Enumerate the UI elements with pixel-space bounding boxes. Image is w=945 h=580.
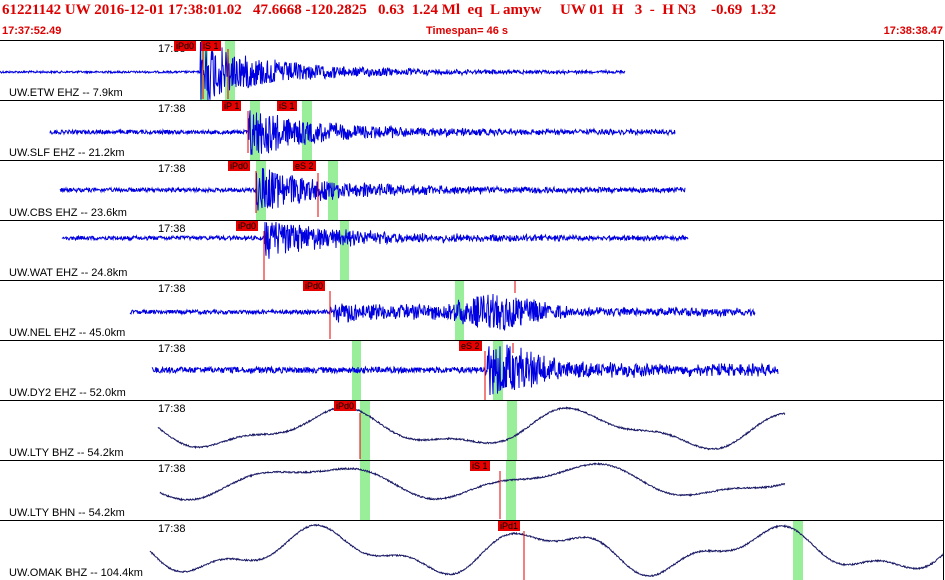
end-time: 17:38:38.47 bbox=[883, 25, 943, 37]
channel-label: UW.LTY BHN -- 54.2km bbox=[9, 507, 125, 519]
event-summary-line: 61221142 UW 2016-12-01 17:38:01.02 47.66… bbox=[2, 2, 777, 18]
waveform-panel-dy2[interactable]: 17:38 UW.DY2 EHZ -- 52.0km eS 2 bbox=[0, 340, 944, 400]
waveform-panel-omak[interactable]: 17:38 UW.OMAK BHZ -- 104.4km iPd1 bbox=[0, 520, 944, 580]
time-window-highlight bbox=[793, 521, 803, 580]
pick-marker[interactable]: iS 1 bbox=[277, 101, 297, 111]
seismic-trace bbox=[157, 405, 786, 451]
pick-marker[interactable]: iS 1 bbox=[201, 41, 221, 51]
waveform-panel-lty-bhz[interactable]: 17:38 UW.LTY BHZ -- 54.2km iPd0 bbox=[0, 400, 944, 460]
seismic-trace bbox=[159, 462, 786, 502]
seismic-trace bbox=[0, 41, 626, 100]
seismic-trace bbox=[149, 523, 943, 578]
channel-label: UW.OMAK BHZ -- 104.4km bbox=[9, 567, 143, 579]
pick-marker[interactable]: iPd1 bbox=[498, 521, 521, 531]
waveform-plot bbox=[157, 401, 786, 460]
time-window-highlight bbox=[225, 41, 235, 100]
start-time: 17:37:52.49 bbox=[2, 25, 62, 37]
time-label: 17:38 bbox=[158, 343, 186, 355]
pick-marker[interactable]: iS 1 bbox=[470, 461, 490, 471]
waveform-plot bbox=[151, 341, 779, 400]
pick-marker[interactable]: iPd0 bbox=[174, 41, 197, 51]
time-window-highlight bbox=[328, 161, 338, 220]
time-window-highlight bbox=[302, 101, 312, 160]
event-header: 61221142 UW 2016-12-01 17:38:01.02 47.66… bbox=[0, 0, 945, 40]
time-window-highlight bbox=[360, 401, 370, 460]
time-label: 17:38 bbox=[158, 403, 186, 415]
pick-marker[interactable]: iPd0 bbox=[228, 161, 251, 171]
time-label: 17:38 bbox=[158, 223, 186, 235]
pick-marker[interactable]: eS 2 bbox=[459, 341, 482, 351]
waveform-panel-etw[interactable]: 17:38 UW.ETW EHZ -- 7.9km iPd0 iS 1 bbox=[0, 40, 944, 100]
channel-label: UW.NEL EHZ -- 45.0km bbox=[9, 327, 126, 339]
waveform-plot bbox=[61, 221, 689, 280]
time-window-highlight bbox=[507, 401, 517, 460]
pick-marker[interactable]: iPd0 bbox=[303, 281, 326, 291]
time-label: 17:38 bbox=[158, 163, 186, 175]
time-label: 17:38 bbox=[158, 523, 186, 535]
waveform-panel-wat[interactable]: 17:38 UW.WAT EHZ -- 24.8km iPd0 bbox=[0, 220, 944, 280]
time-window-highlight bbox=[256, 161, 266, 220]
waveform-panel-nel[interactable]: 17:38 UW.NEL EHZ -- 45.0km iPd0 bbox=[0, 280, 944, 340]
channel-label: UW.DY2 EHZ -- 52.0km bbox=[9, 387, 126, 399]
time-window-highlight bbox=[340, 221, 349, 280]
pick-marker[interactable]: iP 1 bbox=[222, 101, 242, 111]
time-label: 17:38 bbox=[158, 283, 186, 295]
waveform-plot bbox=[149, 521, 943, 580]
channel-label: UW.LTY BHZ -- 54.2km bbox=[9, 447, 124, 459]
seismic-trace bbox=[61, 221, 689, 259]
waveform-panel-cbs[interactable]: 17:38 UW.CBS EHZ -- 23.6km iPd0 eS 2 bbox=[0, 160, 944, 220]
waveform-panel-lty-bhn[interactable]: 17:38 UW.LTY BHN -- 54.2km iS 1 bbox=[0, 460, 944, 520]
timespan-label: Timespan= 46 s bbox=[426, 25, 509, 37]
waveform-plot bbox=[129, 281, 756, 340]
time-window-highlight bbox=[506, 461, 516, 520]
pick-marker[interactable]: iPd0 bbox=[236, 221, 259, 231]
channel-label: UW.ETW EHZ -- 7.9km bbox=[9, 87, 123, 99]
time-label: 17:38 bbox=[158, 103, 186, 115]
seismic-trace bbox=[49, 110, 676, 155]
waveform-plot bbox=[159, 461, 786, 520]
time-window-highlight bbox=[360, 461, 370, 520]
seismic-trace bbox=[129, 293, 756, 331]
pick-marker[interactable]: iPd0 bbox=[334, 401, 357, 411]
waveform-plot bbox=[59, 161, 686, 220]
channel-label: UW.SLF EHZ -- 21.2km bbox=[9, 147, 125, 159]
channel-label: UW.WAT EHZ -- 24.8km bbox=[9, 267, 128, 279]
waveform-plot bbox=[49, 101, 676, 160]
waveform-plot bbox=[0, 41, 626, 100]
waveform-panels: 17:38 UW.ETW EHZ -- 7.9km iPd0 iS 1 17:3… bbox=[0, 40, 945, 580]
channel-label: UW.CBS EHZ -- 23.6km bbox=[9, 207, 127, 219]
time-label: 17:38 bbox=[158, 463, 186, 475]
waveform-panel-slf[interactable]: 17:38 UW.SLF EHZ -- 21.2km iP 1 iS 1 bbox=[0, 100, 944, 160]
seismic-trace bbox=[151, 344, 779, 396]
seismic-trace bbox=[59, 168, 686, 211]
pick-marker[interactable]: eS 2 bbox=[293, 161, 316, 171]
